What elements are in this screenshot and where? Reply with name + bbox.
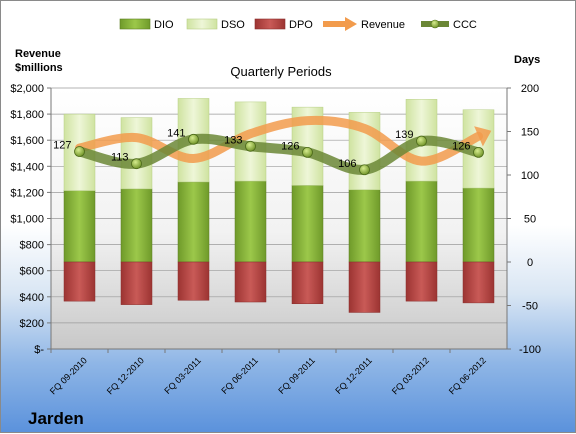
- y-tick-label: $1,000: [10, 214, 44, 226]
- ccc-line: [74, 133, 484, 175]
- x-tick-label: FQ 12-2011: [333, 355, 374, 396]
- ccc-data-label: 141: [167, 127, 185, 139]
- legend-swatch: [186, 18, 218, 30]
- ccc-data-label: 139: [395, 129, 413, 141]
- x-tick-label: FQ 06-2012: [447, 355, 488, 396]
- company-name: Jarden: [28, 409, 84, 428]
- bar-dso: [120, 117, 153, 190]
- y2-tick-label: -50: [522, 301, 538, 313]
- bar-dpo: [291, 261, 324, 305]
- ccc-point: [131, 158, 142, 170]
- y-tick-label: $400: [20, 292, 44, 304]
- ccc-data-label: 127: [53, 140, 71, 152]
- ccc-data-label: 106: [338, 158, 356, 170]
- y2-tick-label: 200: [521, 83, 539, 95]
- x-tick-label: FQ 09-2010: [48, 355, 89, 396]
- ccc-point: [188, 133, 199, 145]
- legend-label: CCC: [453, 19, 477, 31]
- legend-label: DSO: [221, 19, 245, 31]
- bar-dio: [234, 180, 267, 263]
- y-tick-label: $1,200: [10, 187, 44, 199]
- y2-tick-label: -100: [519, 344, 541, 356]
- x-tick-label: FQ 09-2011: [276, 355, 317, 396]
- legend-label: DPO: [289, 19, 313, 31]
- legend: DIO DSO DPO Revenue CCC: [119, 17, 477, 31]
- legend-swatch: [254, 18, 286, 30]
- ccc-point: [416, 135, 427, 147]
- ccc-point: [473, 146, 484, 158]
- ccc-point: [245, 140, 256, 152]
- x-tick-label: FQ 06-2011: [219, 355, 260, 396]
- bar-dio: [462, 187, 495, 263]
- y-axis-label-line2: $millions: [15, 62, 63, 74]
- bar-dpo: [348, 261, 381, 313]
- bar-dio: [63, 190, 96, 263]
- legend-swatch: [119, 18, 151, 30]
- y2-tick-label: 150: [521, 127, 539, 139]
- bar-dpo: [405, 261, 438, 302]
- y2-tick-label: 50: [524, 214, 536, 226]
- bar-dpo: [120, 261, 153, 305]
- bar-dpo: [63, 261, 96, 302]
- revenue-line: [75, 115, 483, 166]
- y2-axis-label: Days: [514, 54, 540, 66]
- bar-dio: [177, 181, 210, 263]
- y-tick-label: $-: [34, 344, 44, 356]
- y-tick-label: $1,800: [10, 109, 44, 121]
- y2-tick-label: 0: [527, 257, 533, 269]
- x-tick-label: FQ 03-2012: [390, 355, 431, 396]
- revenue-arrowhead: [474, 126, 492, 147]
- bar-dio: [348, 189, 381, 263]
- ccc-point: [359, 164, 370, 176]
- bar-dpo: [462, 261, 495, 304]
- x-tick-label: FQ 03-2011: [162, 355, 203, 396]
- bar-dpo: [234, 261, 267, 303]
- bar-dio: [405, 180, 438, 263]
- y-axis-label-line1: Revenue: [15, 48, 61, 60]
- bar-dio: [120, 188, 153, 263]
- ccc-point: [302, 146, 313, 158]
- chart-title: Quarterly Periods: [230, 64, 332, 79]
- y2-tick-label: 100: [521, 170, 539, 182]
- legend-swatch-marker: [430, 19, 440, 29]
- y-tick-label: $2,000: [10, 83, 44, 95]
- y-tick-label: $600: [20, 266, 44, 278]
- ccc-point: [74, 146, 85, 157]
- ccc-data-label: 133: [224, 134, 242, 146]
- bar-dpo: [177, 261, 210, 301]
- y-tick-label: $800: [20, 240, 44, 252]
- legend-label: DIO: [154, 19, 174, 31]
- series-lines: [74, 115, 492, 176]
- legend-swatch-arrow: [345, 17, 357, 31]
- data-labels: 127 113 141 133 126 106 139 126: [53, 127, 470, 169]
- ccc-data-label: 126: [281, 140, 299, 152]
- x-tick-label: FQ 12-2010: [105, 355, 146, 396]
- bar-dio: [291, 185, 324, 263]
- y-tick-label: $200: [20, 318, 44, 330]
- ccc-data-label: 113: [111, 152, 129, 164]
- ccc-data-label: 126: [452, 140, 470, 152]
- y-tick-label: $1,600: [10, 135, 44, 147]
- legend-label: Revenue: [361, 19, 405, 31]
- y-tick-label: $1,400: [10, 161, 44, 173]
